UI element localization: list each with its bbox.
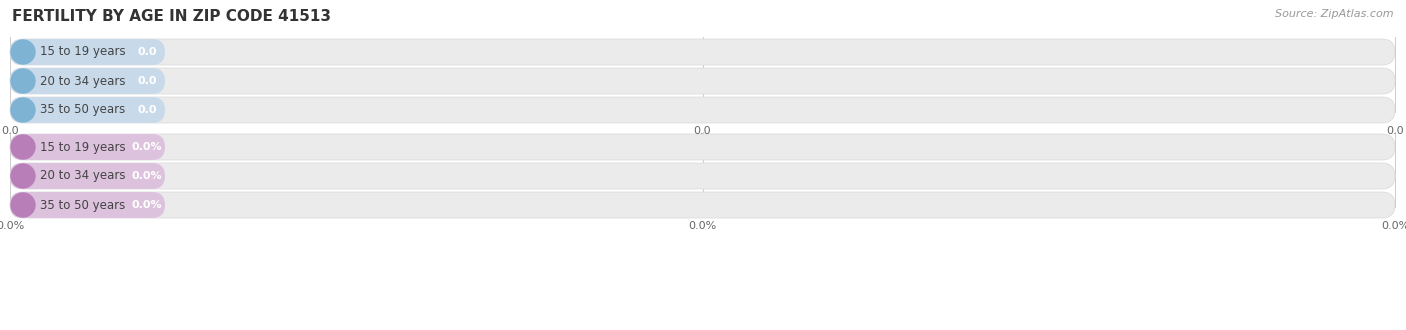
Text: 0.0: 0.0	[1, 126, 18, 136]
FancyBboxPatch shape	[10, 192, 1395, 218]
FancyBboxPatch shape	[10, 68, 1395, 94]
Text: 0.0%: 0.0%	[1381, 221, 1406, 231]
FancyBboxPatch shape	[10, 192, 165, 218]
Text: 0.0: 0.0	[693, 126, 711, 136]
Text: 0.0: 0.0	[138, 47, 156, 57]
FancyBboxPatch shape	[10, 134, 1395, 160]
FancyBboxPatch shape	[10, 39, 1395, 65]
Circle shape	[11, 135, 35, 159]
FancyBboxPatch shape	[10, 68, 165, 94]
Text: 35 to 50 years: 35 to 50 years	[39, 199, 125, 212]
Text: 0.0: 0.0	[138, 105, 156, 115]
Text: 20 to 34 years: 20 to 34 years	[39, 75, 125, 87]
Text: 15 to 19 years: 15 to 19 years	[39, 46, 125, 58]
FancyBboxPatch shape	[131, 137, 163, 157]
Text: 15 to 19 years: 15 to 19 years	[39, 141, 125, 153]
Circle shape	[11, 193, 35, 217]
Text: 0.0%: 0.0%	[132, 142, 162, 152]
Circle shape	[11, 69, 35, 93]
Text: 0.0: 0.0	[1386, 126, 1403, 136]
Text: 0.0: 0.0	[138, 76, 156, 86]
FancyBboxPatch shape	[131, 195, 163, 215]
FancyBboxPatch shape	[131, 166, 163, 186]
FancyBboxPatch shape	[131, 42, 163, 62]
FancyBboxPatch shape	[131, 100, 163, 120]
FancyBboxPatch shape	[10, 134, 165, 160]
FancyBboxPatch shape	[131, 71, 163, 91]
Circle shape	[11, 98, 35, 122]
FancyBboxPatch shape	[10, 39, 165, 65]
FancyBboxPatch shape	[10, 97, 1395, 123]
Text: 0.0%: 0.0%	[132, 171, 162, 181]
Text: 20 to 34 years: 20 to 34 years	[39, 170, 125, 182]
FancyBboxPatch shape	[10, 163, 1395, 189]
Text: 0.0%: 0.0%	[689, 221, 717, 231]
FancyBboxPatch shape	[10, 163, 165, 189]
FancyBboxPatch shape	[10, 97, 165, 123]
Circle shape	[11, 164, 35, 188]
Text: 35 to 50 years: 35 to 50 years	[39, 104, 125, 116]
Circle shape	[11, 40, 35, 64]
Text: Source: ZipAtlas.com: Source: ZipAtlas.com	[1275, 9, 1393, 19]
Text: 0.0%: 0.0%	[0, 221, 24, 231]
Text: FERTILITY BY AGE IN ZIP CODE 41513: FERTILITY BY AGE IN ZIP CODE 41513	[13, 9, 330, 24]
Text: 0.0%: 0.0%	[132, 200, 162, 210]
